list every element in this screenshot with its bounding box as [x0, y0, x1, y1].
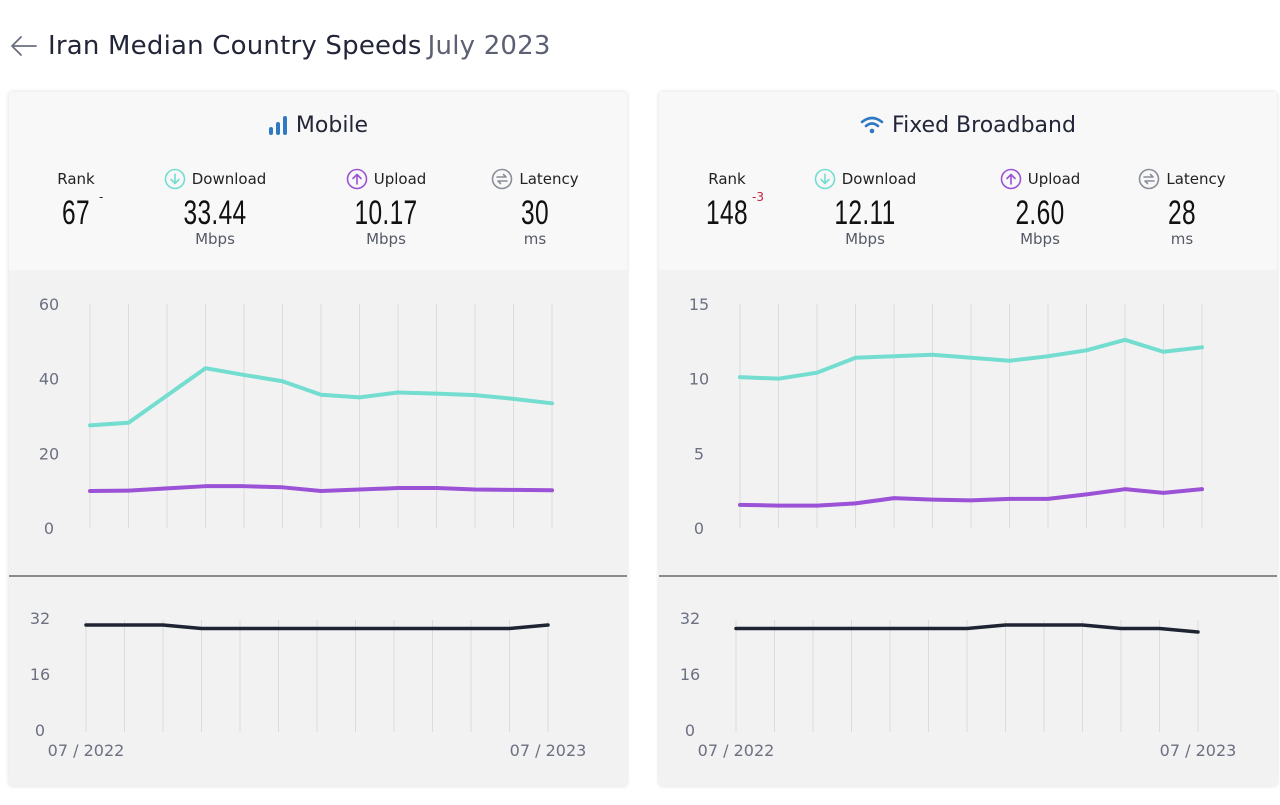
latency-label: Latency — [1166, 170, 1226, 188]
x-tick-label-end: 07 / 2023 — [1160, 741, 1237, 760]
fixed-chart: 0 5 10 15 0 16 32 07 / 2022 07 / 2023 — [659, 295, 1277, 786]
y-tick-label: 5 — [694, 444, 704, 463]
rank-value: 148 — [706, 194, 748, 232]
upload-unit: Mbps — [1020, 230, 1060, 248]
mobile-download: Download 33.44 Mbps — [145, 168, 285, 248]
mobile-rank: Rank 67 - — [9, 168, 146, 232]
upload-icon — [346, 168, 368, 190]
back-arrow-icon[interactable] — [8, 31, 38, 61]
latency-y-tick-label: 0 — [685, 721, 695, 740]
upload-series-line — [738, 487, 1204, 508]
latency-y-tick-label: 16 — [30, 665, 50, 684]
signal-bars-icon — [268, 116, 287, 135]
page-title: Iran Median Country Speeds July 2023 — [48, 31, 551, 61]
mobile-panel: Mobile Rank 67 - Download 33.44 Mbps Upl… — [9, 92, 627, 786]
mobile-latency: Latency 30 ms — [465, 168, 605, 248]
upload-label: Upload — [1027, 170, 1081, 188]
mobile-chart: 0 20 40 60 0 16 32 07 / 2022 07 / 2023 — [9, 295, 627, 786]
mobile-title-text: Mobile — [295, 112, 369, 138]
latency-value: 30 — [521, 194, 549, 232]
fixed-title-text: Fixed Broadband — [892, 112, 1076, 138]
mobile-title: Mobile — [9, 110, 627, 140]
rank-label: Rank — [708, 170, 746, 188]
download-value: 12.11 — [834, 194, 896, 232]
x-tick-label-start: 07 / 2022 — [698, 741, 775, 760]
y-tick-label: 10 — [689, 370, 709, 389]
latency-unit: ms — [1170, 230, 1194, 248]
y-tick-label: 0 — [694, 519, 704, 538]
latency-series-line — [734, 623, 1200, 634]
download-icon — [814, 168, 836, 190]
latency-series-line — [84, 623, 550, 631]
period-label: July 2023 — [427, 31, 551, 61]
rank-change: - — [99, 190, 104, 204]
latency-y-tick-label: 32 — [30, 609, 50, 628]
fixed-download: Download 12.11 Mbps — [795, 168, 935, 248]
download-icon — [164, 168, 186, 190]
download-unit: Mbps — [195, 230, 235, 248]
rank-change: -3 — [752, 190, 764, 204]
x-tick-label-start: 07 / 2022 — [48, 741, 125, 760]
y-tick-label: 60 — [39, 295, 59, 314]
mobile-upload: Upload 10.17 Mbps — [316, 168, 456, 248]
upload-value: 10.17 — [354, 194, 418, 232]
mobile-summary: Mobile Rank 67 - Download 33.44 Mbps Upl… — [9, 92, 627, 270]
fixed-summary: Fixed Broadband Rank 148 -3 Download 12.… — [659, 92, 1277, 270]
download-label: Download — [191, 170, 267, 188]
download-series-line — [88, 366, 554, 428]
y-tick-label: 15 — [689, 295, 709, 314]
rank-label: Rank — [57, 170, 95, 188]
wifi-icon — [860, 116, 884, 134]
upload-series-line — [88, 484, 554, 494]
y-tick-label: 40 — [39, 370, 59, 389]
download-unit: Mbps — [845, 230, 885, 248]
upload-value: 2.60 — [1015, 194, 1065, 232]
y-tick-label: 0 — [44, 519, 54, 538]
fixed-panel: Fixed Broadband Rank 148 -3 Download 12.… — [659, 92, 1277, 786]
download-label: Download — [841, 170, 917, 188]
latency-y-tick-label: 16 — [680, 665, 700, 684]
upload-label: Upload — [373, 170, 427, 188]
latency-icon — [1139, 168, 1160, 190]
fixed-title: Fixed Broadband — [659, 110, 1277, 140]
latency-unit: ms — [523, 230, 547, 248]
fixed-rank: Rank 148 -3 — [659, 168, 797, 232]
fixed-latency: Latency 28 ms — [1112, 168, 1252, 248]
rank-value: 67 — [62, 194, 90, 232]
upload-icon — [1000, 168, 1022, 190]
download-value: 33.44 — [183, 194, 247, 232]
latency-section — [9, 576, 627, 786]
latency-value: 28 — [1168, 194, 1196, 232]
latency-label: Latency — [519, 170, 579, 188]
x-tick-label-end: 07 / 2023 — [510, 741, 587, 760]
upload-unit: Mbps — [366, 230, 406, 248]
latency-icon — [492, 168, 513, 190]
page-header: Iran Median Country Speeds July 2023 — [8, 26, 551, 66]
y-tick-label: 20 — [39, 444, 59, 463]
latency-section — [659, 576, 1277, 786]
fixed-upload: Upload 2.60 Mbps — [970, 168, 1110, 248]
download-series-line — [738, 337, 1204, 381]
latency-y-tick-label: 0 — [35, 721, 45, 740]
latency-y-tick-label: 32 — [680, 609, 700, 628]
country-title: Iran Median Country Speeds — [48, 31, 422, 61]
